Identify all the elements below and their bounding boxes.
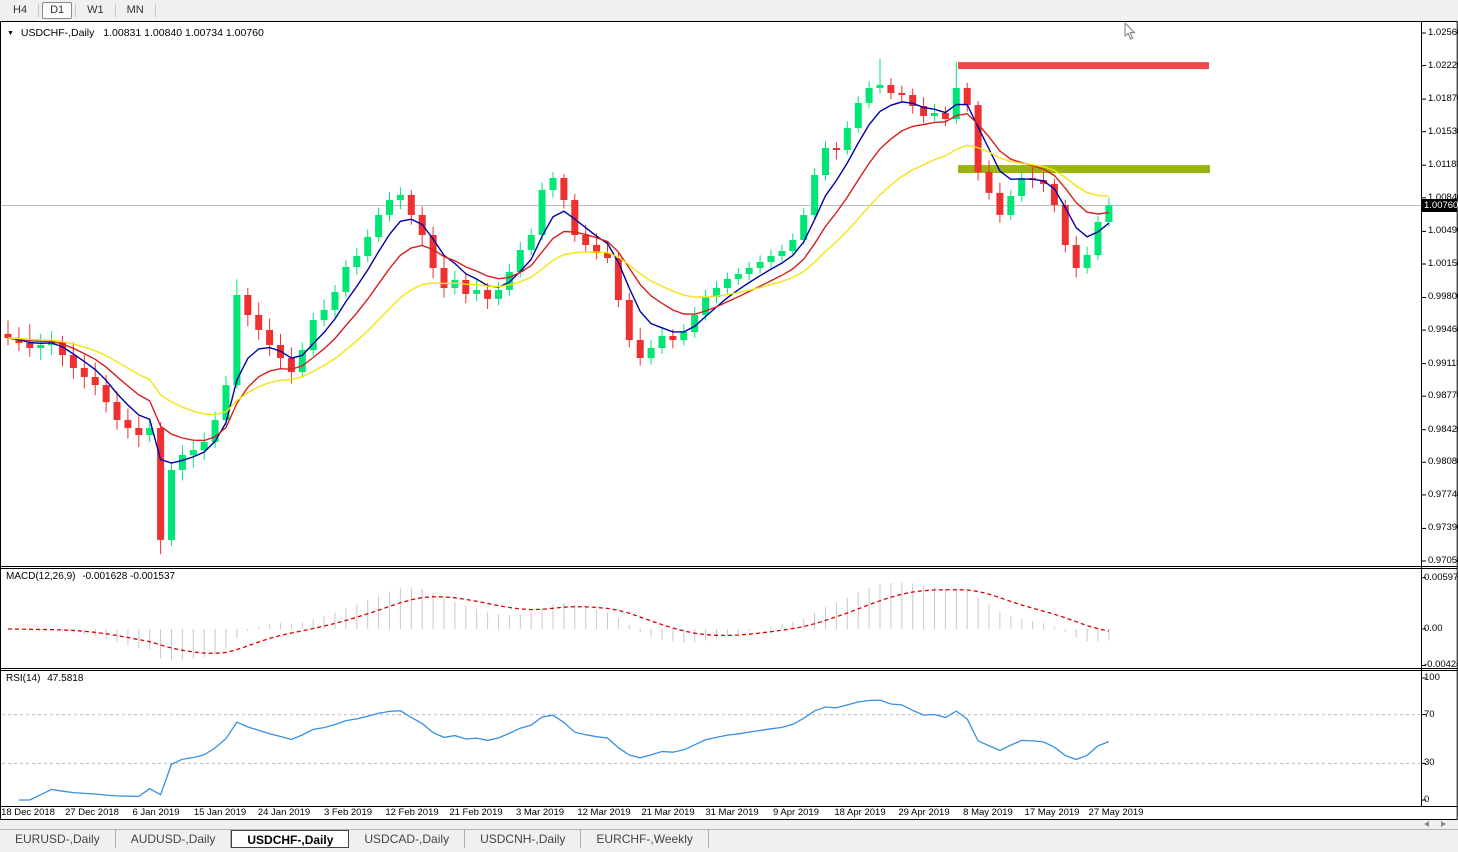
- toolbar-separator: [75, 4, 77, 17]
- tab-usdchf-daily[interactable]: USDCHF-,Daily: [231, 830, 350, 848]
- toolbar-separator: [114, 4, 116, 17]
- scroll-right-icon[interactable]: [1441, 821, 1446, 827]
- mouse-cursor-icon: [1124, 23, 1136, 40]
- tab-eurchf-weekly[interactable]: EURCHF-,Weekly: [581, 830, 709, 848]
- symbol-tab-bar: EURUSD-,Daily AUDUSD-,Daily USDCHF-,Daily U…: [0, 829, 1458, 848]
- rsi-value: 47.5818: [47, 673, 84, 684]
- horizontal-scrollbar[interactable]: [0, 820, 1458, 829]
- macd-indicator-label: MACD(12,26,9) -0.001628 -0.001537: [6, 571, 175, 582]
- scroll-left-icon[interactable]: [1424, 821, 1429, 827]
- timeframe-toolbar: H4 D1 W1 MN: [0, 0, 1458, 21]
- timeframe-button-w1[interactable]: W1: [87, 4, 104, 16]
- tab-audusd-daily[interactable]: AUDUSD-,Daily: [116, 830, 232, 848]
- timeframe-button-mn[interactable]: MN: [126, 4, 144, 16]
- chart-ohlc-values: 1.00831 1.00840 1.00734 1.00760: [103, 27, 264, 39]
- macd-name: MACD(12,26,9): [6, 571, 76, 582]
- tab-usdcnh-daily[interactable]: USDCNH-,Daily: [465, 830, 582, 848]
- tab-usdcad-daily[interactable]: USDCAD-,Daily: [349, 830, 466, 848]
- dropdown-triangle-icon[interactable]: ▼: [7, 30, 14, 37]
- chart-title: ▼ USDCHF-,Daily 1.00831 1.00840 1.00734 …: [7, 27, 264, 39]
- rsi-name: RSI(14): [6, 673, 41, 684]
- tab-eurusd-daily[interactable]: EURUSD-,Daily: [0, 830, 116, 848]
- toolbar-separator: [38, 4, 40, 17]
- rsi-indicator-label: RSI(14) 47.5818: [6, 673, 83, 684]
- current-price-tag: 1.00760: [1422, 198, 1458, 212]
- chart-window-background: [0, 21, 1458, 820]
- timeframe-button-h4[interactable]: H4: [13, 4, 28, 16]
- timeframe-button-d1[interactable]: D1: [42, 2, 73, 19]
- macd-values: -0.001628 -0.001537: [82, 571, 176, 582]
- toolbar-separator: [154, 4, 156, 17]
- chart-symbol-label: USDCHF-,Daily: [20, 27, 95, 39]
